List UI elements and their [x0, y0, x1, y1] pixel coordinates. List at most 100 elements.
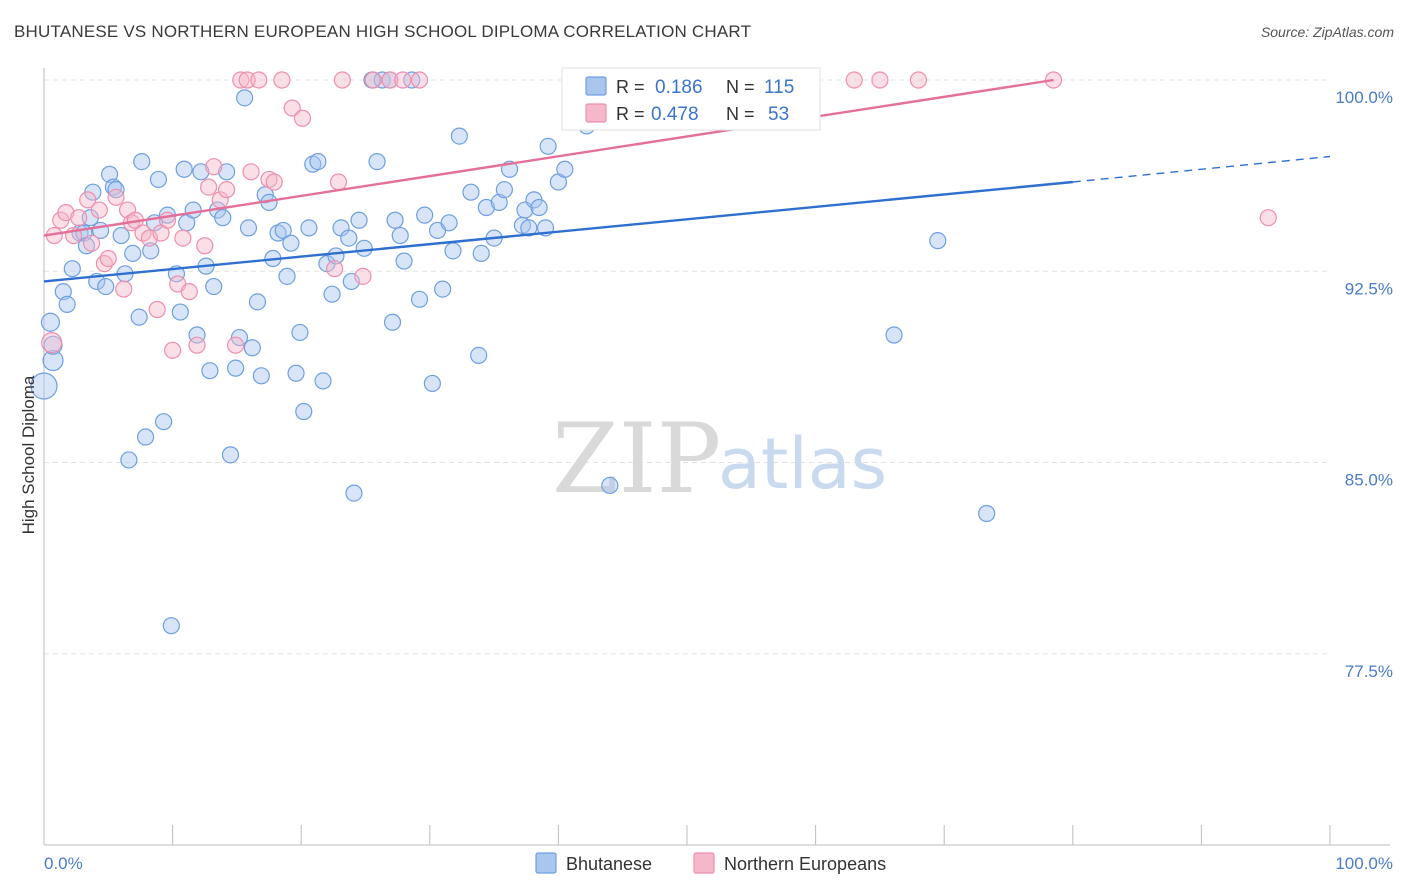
- scatter-point: [200, 178, 218, 196]
- scatter-point: [214, 209, 232, 227]
- legend-swatch-northern-europeans: [585, 103, 607, 123]
- scatter-point: [300, 219, 318, 237]
- scatter-point: [381, 71, 399, 89]
- stats-legend: R = 0.186 N = 115 R = 0.478 N = 53: [561, 67, 821, 131]
- scatter-point: [184, 201, 202, 219]
- y-tick-label: 77.5%: [1345, 662, 1393, 681]
- scatter-point: [63, 260, 81, 278]
- scatter-point: [58, 295, 76, 313]
- scatter-point: [410, 290, 429, 308]
- scatter-point: [1259, 209, 1277, 227]
- scatter-point: [221, 446, 240, 464]
- trend-line-extension-0: [1072, 155, 1331, 183]
- series-legend: Bhutanese Northern Europeans: [535, 852, 886, 874]
- legend-n-label: N =: [726, 104, 755, 124]
- scatter-point: [434, 280, 452, 298]
- watermark: ZIP atlas: [552, 403, 887, 515]
- scatter-point: [236, 89, 254, 107]
- scatter-point: [323, 285, 341, 303]
- scatter-point: [423, 374, 441, 393]
- bottom-legend-label-northern-europeans: Northern Europeans: [724, 854, 886, 874]
- legend-n-value: 53: [768, 104, 789, 125]
- y-tick-labels: 77.5% 85.0% 92.5% 100.0%: [1335, 88, 1393, 681]
- trend-line-1: [43, 78, 1054, 237]
- scatter-point: [248, 293, 267, 311]
- scatter-point: [368, 153, 386, 171]
- scatter-point: [440, 214, 458, 232]
- scatter-point: [444, 242, 462, 260]
- scatter-point: [188, 336, 206, 354]
- source-note: Source: ZipAtlas.com: [1260, 24, 1394, 40]
- legend-r-value: 0.478: [651, 104, 699, 125]
- scatter-point: [40, 312, 61, 332]
- scatter-point: [383, 313, 402, 331]
- scatter-point: [556, 160, 574, 178]
- scatter-point: [70, 209, 88, 227]
- scatter-point: [227, 336, 245, 354]
- scatter-point: [274, 221, 292, 240]
- scatter-point: [82, 234, 101, 252]
- scatter-point: [162, 617, 180, 635]
- scatter-point: [205, 277, 223, 296]
- scatter-point: [136, 428, 155, 446]
- scatter-point: [283, 99, 301, 117]
- scatter-point: [929, 232, 947, 250]
- legend-r-label: R =: [616, 104, 645, 124]
- scatter-point: [218, 163, 236, 181]
- scatter-point: [845, 71, 863, 89]
- chart-title: BHUTANESE VS NORTHERN EUROPEAN HIGH SCHO…: [14, 22, 752, 41]
- scatter-point: [30, 372, 58, 400]
- scatter-point: [243, 339, 261, 357]
- scatter-point: [148, 300, 166, 319]
- scatter-point: [530, 198, 548, 217]
- scatter-point: [227, 359, 245, 377]
- bottom-legend-swatch-northern-europeans: [693, 852, 715, 874]
- scatter-point: [350, 211, 368, 229]
- scatter-point: [192, 163, 210, 181]
- scatter-point: [355, 239, 373, 257]
- scatter-point: [133, 153, 151, 171]
- scatter-point: [394, 71, 412, 89]
- scatter-point: [386, 211, 404, 229]
- x-tick-label-min: 0.0%: [44, 854, 83, 873]
- scatter-point: [472, 244, 490, 262]
- legend-swatch-bhutanese: [585, 76, 607, 96]
- scatter-point: [239, 219, 258, 237]
- scatter-point: [345, 484, 363, 502]
- y-tick-label: 85.0%: [1345, 471, 1393, 490]
- scatter-point: [450, 127, 468, 145]
- y-tick-label: 100.0%: [1335, 88, 1393, 107]
- scatter-point: [885, 326, 903, 344]
- scatter-point: [354, 267, 372, 285]
- scatter-point: [293, 109, 312, 127]
- scatter-point: [252, 367, 270, 385]
- scatter-point: [495, 181, 513, 199]
- scatter-point: [164, 341, 182, 359]
- scatter-point: [539, 137, 557, 155]
- scatter-point: [295, 402, 313, 421]
- legend-n-value: 115: [764, 77, 794, 98]
- scatter-point: [188, 326, 206, 344]
- scatter-point: [41, 332, 63, 354]
- scatter-point: [333, 71, 351, 89]
- scatter-point: [291, 323, 309, 342]
- scatter-point: [250, 71, 268, 89]
- scatter-point: [196, 237, 214, 255]
- scatter-point: [470, 346, 488, 364]
- scatter-point: [112, 226, 130, 245]
- scatter-point: [201, 362, 219, 380]
- scatter-point: [99, 249, 117, 268]
- scatter-point: [364, 71, 382, 89]
- scatter-point: [174, 229, 192, 247]
- y-axis-label: High School Diploma: [19, 375, 38, 534]
- scatter-point: [978, 504, 996, 523]
- scatter-point: [218, 181, 236, 199]
- scatter-point: [104, 178, 123, 196]
- scatter-point: [520, 219, 538, 237]
- watermark-zip: ZIP: [552, 403, 721, 515]
- scatter-point: [416, 206, 434, 224]
- scatter-point: [97, 277, 115, 296]
- scatter-point: [107, 188, 125, 206]
- scatter-point: [149, 170, 168, 189]
